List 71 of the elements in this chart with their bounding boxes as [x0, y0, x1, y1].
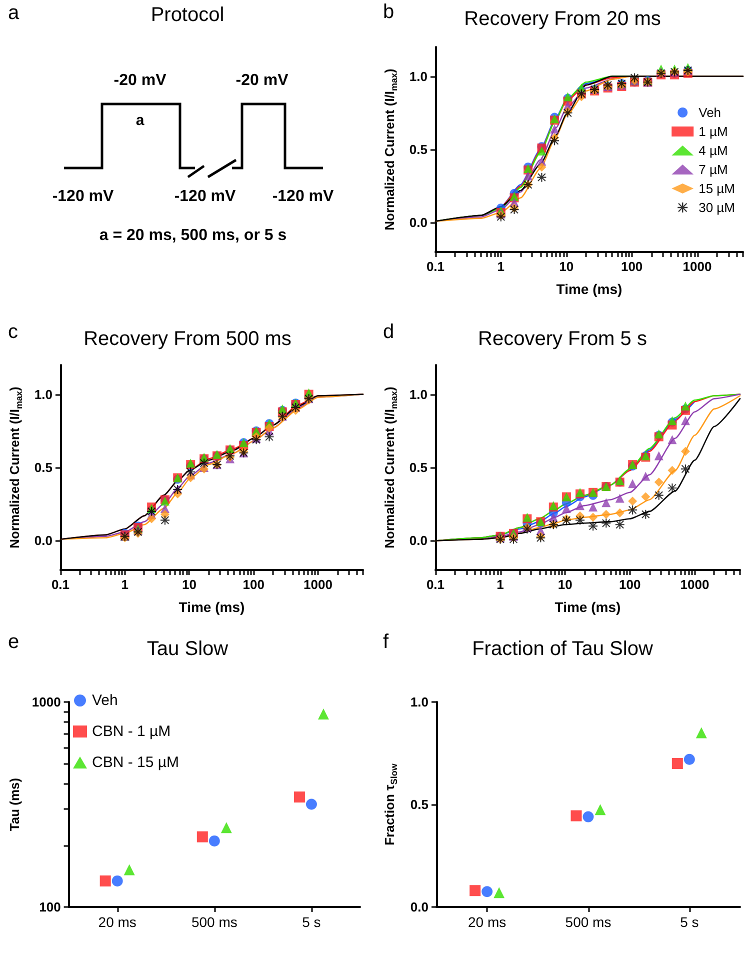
text: d — [383, 321, 394, 343]
legend-label: 4 µM — [698, 143, 728, 158]
y-tick-label: 1.0 — [409, 68, 428, 84]
x-tick-label: 1000 — [304, 577, 332, 592]
x-tick-label: 0.1 — [51, 577, 70, 592]
x-tick-label: 0.1 — [426, 577, 445, 592]
x-tick-label: 10 — [559, 259, 574, 274]
text: a = 20 ms, 500 ms, or 5 s — [98, 227, 288, 245]
legend-label: CBN - 15 µM — [92, 754, 179, 771]
x-tick-label: 100 — [620, 259, 643, 274]
y-tick-label: 0.0 — [410, 900, 428, 914]
x-tick-label: 0.1 — [426, 259, 445, 274]
chart-title: Recovery From 5 s — [478, 328, 647, 350]
text: f — [383, 631, 389, 653]
text: -120 mV — [52, 188, 114, 205]
x-axis-title: Time (ms) — [554, 599, 621, 615]
x-tick-label: 10 — [558, 577, 572, 592]
x-tick-label: 1000 — [680, 577, 710, 592]
y-tick-label: 1.0 — [410, 694, 428, 710]
legend-label: 1 µM — [698, 124, 728, 139]
x-tick-label: 5 s — [302, 914, 321, 930]
text: -120 mV — [174, 188, 236, 205]
y-axis-title: Tau (ms) — [7, 778, 22, 832]
legend-label: Veh — [698, 105, 722, 120]
text: b — [383, 1, 394, 23]
x-axis-title: Time (ms) — [178, 599, 245, 615]
chart-title: Recovery From 20 ms — [464, 8, 661, 30]
y-tick-label: 0.0 — [409, 533, 428, 548]
legend-label: 30 µM — [698, 200, 736, 215]
text: -120 mV — [272, 188, 334, 205]
text: a — [8, 2, 20, 25]
x-tick-label: 500 ms — [565, 914, 612, 930]
x-tick-label: 100 — [619, 577, 641, 592]
y-tick-label: 1000 — [32, 694, 61, 710]
text: c — [8, 321, 18, 343]
legend-label: 7 µM — [698, 162, 728, 177]
text: -20 mV — [114, 72, 166, 89]
text: -20 mV — [236, 72, 288, 89]
x-tick-label: 1000 — [682, 259, 712, 274]
x-tick-label: 20 ms — [468, 914, 506, 930]
x-tick-label: 1 — [497, 259, 505, 274]
x-tick-label: 500 ms — [191, 914, 238, 930]
chart-title: Recovery From 500 ms — [84, 328, 292, 350]
legend-label: Veh — [92, 692, 118, 709]
legend-label: 15 µM — [698, 181, 736, 196]
y-axis-title: Normalized Current (I/Imax) — [382, 68, 399, 230]
y-tick-label: 0.5 — [410, 797, 428, 812]
y-tick-label: 0.5 — [34, 460, 52, 475]
text: e — [8, 631, 20, 653]
y-tick-label: 1.0 — [34, 386, 52, 402]
text: a — [134, 112, 146, 129]
y-tick-label: 100 — [39, 900, 61, 914]
y-tick-label: 0.0 — [409, 215, 428, 230]
legend-label: CBN - 1 µM — [92, 723, 171, 740]
y-tick-label: 0.0 — [34, 533, 52, 548]
x-axis-title: Time (ms) — [556, 281, 622, 297]
y-tick-label: 0.5 — [409, 460, 428, 475]
x-tick-label: 20 ms — [98, 914, 136, 930]
y-tick-label: 1.0 — [409, 386, 428, 402]
x-tick-label: 100 — [242, 577, 264, 592]
x-tick-label: 1 — [496, 577, 504, 592]
x-tick-label: 10 — [182, 577, 196, 592]
y-axis-title: Fraction τSlow — [382, 762, 399, 846]
chart-title: Fraction of Tau Slow — [472, 638, 654, 660]
x-tick-label: 5 s — [680, 914, 699, 930]
y-axis-title: Normalized Current (I/Imax) — [7, 386, 24, 548]
y-axis-title: Normalized Current (I/Imax) — [382, 386, 399, 548]
text: Protocol — [150, 4, 224, 26]
chart-title: Tau Slow — [146, 638, 229, 660]
x-tick-label: 1 — [121, 577, 128, 592]
y-tick-label: 0.5 — [409, 142, 428, 157]
